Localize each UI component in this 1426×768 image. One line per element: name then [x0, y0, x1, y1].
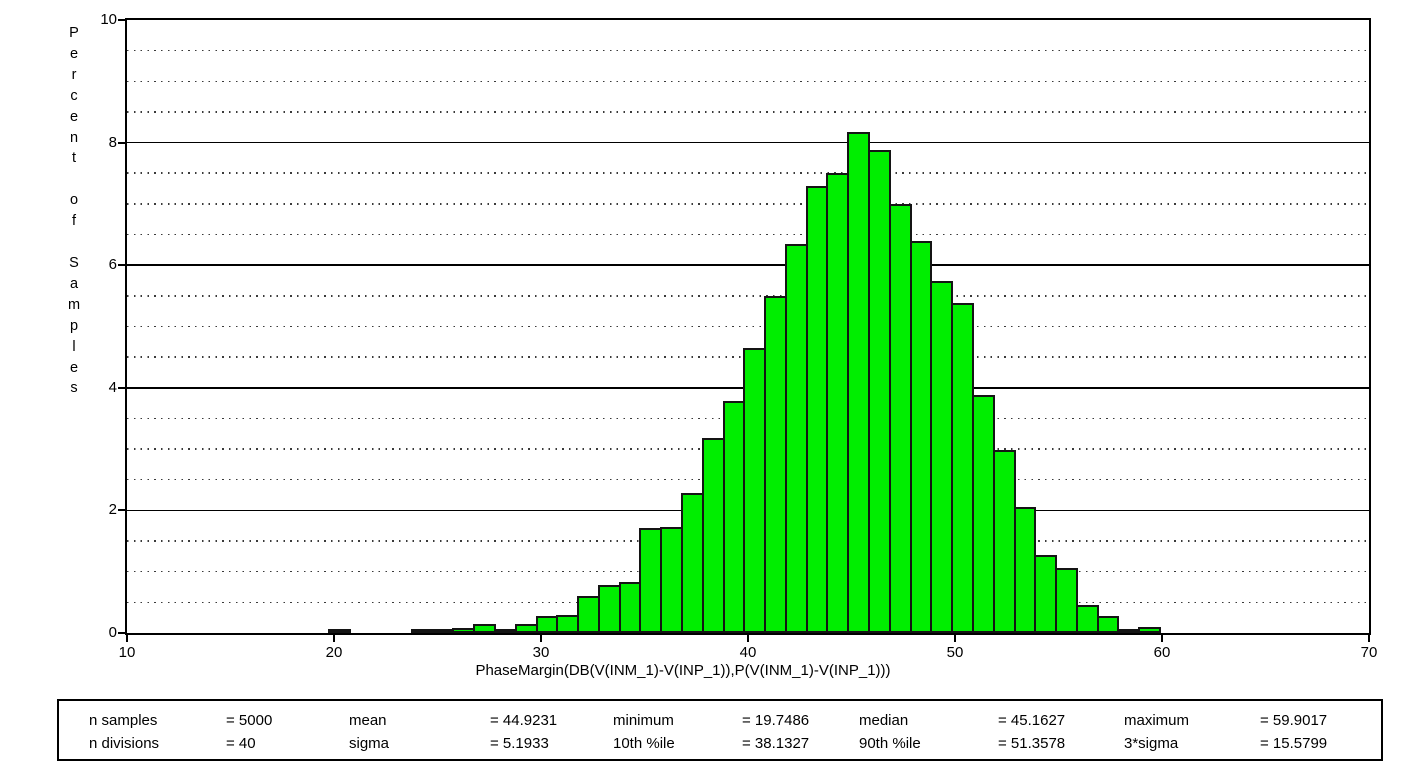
histogram-bar [1097, 616, 1119, 633]
gridline-minor [127, 172, 1369, 174]
gridline-minor [127, 203, 1369, 205]
x-tick-label: 70 [1360, 644, 1378, 661]
y-tick-label: 4 [108, 378, 117, 396]
stat-label: maximum [1124, 712, 1190, 729]
y-axis-tick [118, 141, 127, 144]
histogram-bar [785, 243, 808, 633]
y-tick-label: 10 [100, 11, 117, 28]
histogram-bar [619, 582, 641, 633]
histogram-bar [1034, 555, 1057, 633]
histogram-bar [639, 528, 662, 633]
gridline-minor [127, 111, 1369, 113]
histogram-bar [536, 615, 558, 633]
gridline-minor [127, 49, 1369, 52]
histogram-bar [910, 241, 932, 633]
histogram-bar [723, 401, 745, 633]
y-axis-title: P e r c e n t o f S a m p l e s [67, 25, 81, 397]
stats-grid: n samples = 5000 mean = 44.9231 minimum … [59, 701, 1381, 755]
y-tick-label: 2 [108, 501, 117, 519]
x-tick-label: 20 [325, 644, 343, 661]
gridline-major [127, 141, 1369, 144]
gridline-major [127, 264, 1369, 266]
y-axis-tick [118, 632, 127, 634]
histogram-bar [660, 526, 683, 633]
y-axis-tick [118, 386, 127, 389]
stat-value: = 51.3578 [998, 735, 1066, 752]
x-axis-tick [333, 635, 335, 642]
y-tick-label: 8 [108, 133, 117, 151]
stat-label: n divisions [89, 735, 160, 752]
histogram-bar [473, 624, 496, 633]
histogram-bar [556, 614, 579, 633]
stat-value: = 19.7486 [742, 712, 810, 729]
histogram-bar [702, 438, 725, 633]
histogram-bar [951, 302, 974, 633]
histogram-bar [577, 596, 600, 633]
stats-table: n samples = 5000 mean = 44.9231 minimum … [57, 699, 1383, 761]
y-axis-tick [118, 19, 127, 21]
stat-value: = 38.1327 [742, 735, 810, 752]
histogram-bar [847, 131, 870, 633]
y-tick-label: 0 [108, 624, 117, 641]
histogram-bar [681, 493, 704, 633]
histogram-bar [889, 203, 912, 633]
histogram-bar [930, 281, 953, 633]
histogram-bar [806, 185, 828, 633]
x-axis-tick [1368, 635, 1370, 642]
histogram-bar [1055, 568, 1078, 633]
stat-label: n samples [89, 712, 158, 729]
stat-value: = 44.9231 [490, 712, 558, 729]
stat-label: 90th %ile [859, 735, 921, 752]
histogram-bar [1138, 627, 1161, 633]
stat-label: mean [349, 712, 387, 729]
gridline-minor [127, 325, 1369, 328]
y-axis-tick [118, 264, 127, 267]
x-axis-title: PhaseMargin(DB(V(INM_1)-V(INP_1)),P(V(IN… [475, 662, 891, 679]
histogram-bar [764, 295, 787, 633]
histogram-bar [1076, 605, 1099, 633]
stat-value: = 45.1627 [998, 712, 1066, 729]
histogram-bar [515, 623, 538, 633]
x-tick-label: 60 [1153, 644, 1171, 661]
y-tick-label: 6 [108, 256, 117, 274]
histogram-bar [411, 629, 434, 633]
x-axis-tick [954, 635, 956, 642]
stat-value: = 5.1933 [490, 735, 549, 752]
histogram-bar [452, 628, 475, 633]
x-axis-tick [540, 635, 542, 642]
stat-value: = 59.9017 [1260, 712, 1328, 729]
histogram-bar [598, 585, 621, 633]
histogram-bar [1014, 507, 1036, 633]
histogram-bar [868, 149, 891, 633]
y-axis-tick [118, 509, 127, 512]
stat-label: 10th %ile [613, 735, 675, 752]
gridline-minor [127, 80, 1369, 82]
x-tick-label: 10 [118, 644, 136, 661]
stat-label: 3*sigma [1124, 735, 1179, 752]
x-tick-label: 50 [946, 644, 964, 661]
stat-value: = 15.5799 [1260, 735, 1328, 752]
x-axis-tick [1161, 635, 1163, 642]
stat-value: = 5000 [226, 712, 273, 729]
histogram-bar [494, 629, 517, 633]
x-tick-label: 40 [739, 644, 757, 661]
histogram-bar [743, 347, 766, 633]
histogram-bar [972, 395, 995, 633]
histogram-chart: P e r c e n t o f S a m p l e s PhaseMar… [67, 11, 1378, 679]
stat-label: sigma [349, 735, 390, 752]
histogram-bar [432, 629, 454, 633]
stat-label: minimum [613, 712, 674, 729]
plot-area [118, 18, 1371, 642]
stat-label: median [859, 712, 909, 729]
x-tick-label: 30 [532, 644, 550, 661]
gridline-minor [127, 295, 1369, 297]
histogram-bar [1117, 629, 1140, 633]
x-axis-tick [747, 635, 749, 642]
gridline-minor [127, 233, 1369, 236]
histogram-bar [826, 173, 849, 633]
histogram-bar [328, 629, 351, 633]
x-axis-tick [126, 635, 128, 642]
histogram-bar [993, 450, 1016, 633]
stat-value: = 40 [226, 735, 256, 752]
